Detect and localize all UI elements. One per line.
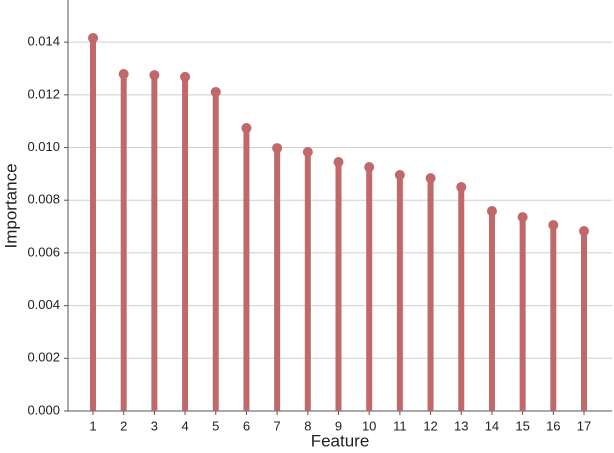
dot: [517, 212, 528, 223]
x-tick-label: 6: [243, 418, 250, 433]
dot: [272, 143, 283, 154]
dot: [579, 226, 589, 237]
y-tick-label: 0.008: [27, 192, 60, 207]
x-tick-label: 12: [423, 418, 437, 433]
dot: [118, 69, 129, 80]
x-tick-label: 11: [393, 418, 407, 433]
x-axis-title: Feature: [311, 431, 370, 450]
dot: [456, 182, 467, 193]
x-tick-label: 4: [181, 418, 188, 433]
dot: [88, 32, 98, 43]
y-tick-label: 0.002: [27, 350, 60, 365]
x-tick-label: 5: [212, 418, 219, 433]
dot: [486, 206, 497, 217]
x-tick-label: 17: [577, 418, 591, 433]
x-tick-label: 7: [274, 418, 281, 433]
dot: [302, 147, 313, 158]
x-tick-label: 2: [120, 418, 127, 433]
dot: [364, 162, 375, 173]
dot: [180, 71, 191, 82]
x-tick-label: 10: [362, 418, 376, 433]
dot: [548, 219, 559, 230]
y-tick-label: 0.010: [27, 139, 60, 154]
y-tick-label: 0.012: [27, 86, 60, 101]
dot: [394, 169, 405, 180]
y-tick-label: 0.000: [27, 402, 60, 417]
y-tick-label: 0.004: [27, 297, 60, 312]
dot: [149, 70, 160, 81]
x-tick-label: 15: [515, 418, 529, 433]
y-tick-label: 0.014: [27, 34, 60, 49]
x-tick-label: 16: [546, 418, 560, 433]
y-tick-label: 0.006: [27, 244, 60, 259]
x-tick-label: 3: [151, 418, 158, 433]
y-axis-title: Importance: [1, 163, 20, 248]
x-tick-label: 14: [485, 418, 499, 433]
dot: [425, 173, 436, 184]
x-tick-label: 13: [454, 418, 468, 433]
dot: [333, 157, 344, 168]
dot: [241, 123, 252, 134]
x-tick-label: 1: [89, 418, 96, 433]
x-tick-label: 9: [335, 418, 342, 433]
dot: [210, 86, 221, 97]
x-tick-label: 8: [304, 418, 311, 433]
